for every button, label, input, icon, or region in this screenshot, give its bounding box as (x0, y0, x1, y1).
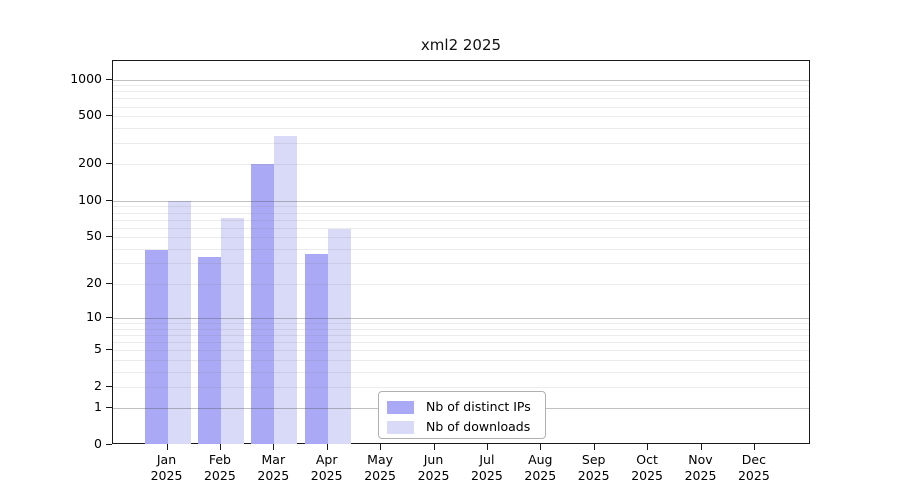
gridline-minor-90 (113, 206, 809, 208)
gridline-minor-300 (113, 143, 809, 145)
gridline-minor-500 (113, 116, 809, 118)
y-tick-20 (106, 282, 112, 284)
legend-swatch-distinct-ips (387, 401, 414, 414)
x-tick-label-mar: Mar 2025 (257, 452, 290, 483)
y-tick-label-1: 1 (94, 399, 102, 415)
grid-layer (113, 61, 809, 443)
y-tick-label-0: 0 (94, 436, 102, 451)
y-tick-label-20: 20 (86, 274, 102, 290)
x-tick-label-jun: Jun 2025 (417, 452, 450, 483)
x-tick-label-may: May 2025 (364, 452, 396, 483)
x-tick-sep (593, 444, 595, 450)
bar-downloads-apr (327, 229, 351, 444)
y-tick-1000 (106, 78, 112, 80)
y-tick-0 (106, 444, 112, 445)
gridline-minor-80 (113, 212, 809, 214)
x-tick-label-aug: Aug 2025 (524, 452, 557, 483)
y-tick-1 (106, 407, 112, 409)
y-tick-label-5: 5 (94, 341, 102, 357)
x-tick-nov (700, 444, 702, 450)
y-tick-label-1000: 1000 (70, 70, 102, 86)
x-tick-label-jan: Jan 2025 (150, 452, 183, 483)
y-tick-10 (106, 317, 112, 319)
y-tick-label-10: 10 (86, 309, 102, 325)
gridline-minor-700 (113, 98, 809, 100)
bar-distinct-ips-apr (304, 253, 328, 444)
legend: Nb of distinct IPs Nb of downloads (378, 391, 546, 439)
y-tick-5 (106, 349, 112, 351)
x-tick-aug (540, 444, 542, 450)
x-tick-jul (486, 444, 488, 450)
bars-layer (113, 61, 809, 444)
gridline-minor-9 (113, 323, 809, 325)
gridline-minor-2 (113, 386, 809, 388)
gridline-minor-6 (113, 342, 809, 344)
y-tick-label-2: 2 (94, 377, 102, 393)
gridline-minor-20 (113, 283, 809, 285)
x-tick-apr (326, 444, 328, 450)
y-tick-50 (106, 236, 112, 238)
gridline-minor-30 (113, 263, 809, 265)
y-tick-label-50: 50 (86, 228, 102, 244)
x-tick-label-dec: Dec 2025 (737, 452, 770, 483)
legend-label-distinct-ips: Nb of distinct IPs (426, 399, 531, 414)
bar-distinct-ips-jan (144, 249, 168, 444)
gridline-minor-50 (113, 237, 809, 239)
x-tick-label-sep: Sep 2025 (577, 452, 610, 483)
gridline-minor-5 (113, 350, 809, 352)
x-tick-label-feb: Feb 2025 (203, 452, 236, 483)
x-tick-label-apr: Apr 2025 (310, 452, 343, 483)
gridline-minor-600 (113, 106, 809, 108)
legend-row-distinct-ips: Nb of distinct IPs (379, 397, 545, 417)
y-tick-label-200: 200 (78, 155, 102, 171)
plot-area (112, 60, 810, 444)
gridline-minor-60 (113, 227, 809, 229)
legend-swatch-downloads (387, 421, 414, 434)
x-tick-label-nov: Nov 2025 (684, 452, 717, 483)
chart-title: xml2 2025 (420, 36, 502, 54)
gridline-major-10 (113, 318, 809, 320)
gridline-minor-200 (113, 164, 809, 166)
bar-downloads-feb (220, 218, 244, 444)
x-tick-label-jul: Jul 2025 (470, 452, 503, 483)
gridline-minor-800 (113, 91, 809, 93)
x-tick-feb (219, 444, 221, 450)
gridline-major-1000 (113, 79, 809, 81)
gridline-minor-400 (113, 127, 809, 129)
x-tick-oct (647, 444, 649, 450)
gridline-minor-4 (113, 359, 809, 361)
y-tick-100 (106, 199, 112, 201)
x-tick-dec (753, 444, 755, 450)
legend-label-downloads: Nb of downloads (426, 419, 531, 434)
x-tick-jun (433, 444, 435, 450)
bar-distinct-ips-feb (197, 256, 221, 444)
gridline-minor-70 (113, 219, 809, 221)
gridline-minor-40 (113, 248, 809, 250)
x-tick-may (380, 444, 382, 450)
gridline-minor-7 (113, 335, 809, 336)
x-tick-label-oct: Oct 2025 (631, 452, 663, 483)
y-tick-500 (106, 115, 112, 117)
y-tick-label-500: 500 (78, 107, 102, 123)
bar-distinct-ips-mar (251, 164, 275, 444)
x-tick-jan (166, 444, 168, 450)
x-tick-mar (273, 444, 275, 450)
gridline-minor-3 (113, 371, 809, 373)
gridline-minor-8 (113, 328, 809, 330)
y-tick-label-100: 100 (78, 191, 102, 207)
gridline-major-100 (113, 200, 809, 202)
bar-downloads-jan (167, 200, 191, 444)
legend-row-downloads: Nb of downloads (379, 417, 545, 437)
y-tick-2 (106, 385, 112, 387)
y-tick-200 (106, 163, 112, 165)
gridline-minor-900 (113, 85, 809, 87)
bar-downloads-mar (274, 135, 298, 444)
